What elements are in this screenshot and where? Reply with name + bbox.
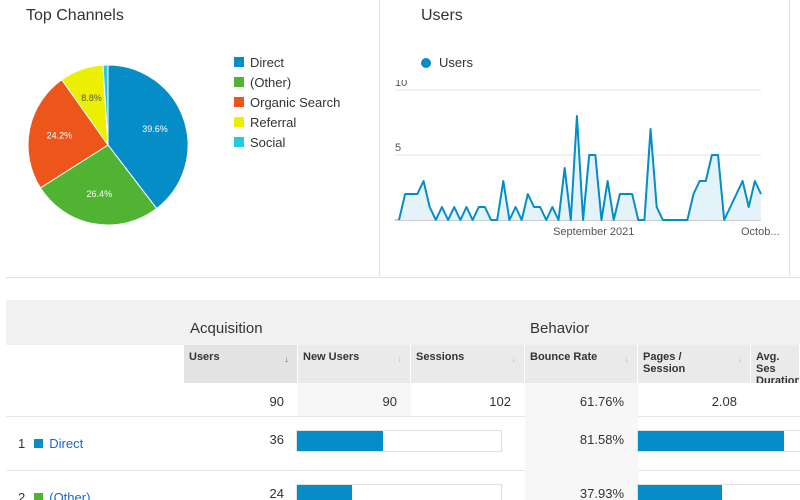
- legend-item-direct[interactable]: Direct: [234, 52, 340, 72]
- row-divider: [6, 470, 800, 471]
- legend-item-referral[interactable]: Referral: [234, 112, 340, 132]
- table-row: 2 (Other): [6, 470, 184, 500]
- channels-pie-chart: 39.6% 26.4% 24.2% 8.8%: [27, 64, 189, 226]
- pie-slice-label: 39.6%: [142, 124, 168, 134]
- legend-label: Organic Search: [250, 94, 341, 110]
- legend-item-social[interactable]: Social: [234, 132, 340, 152]
- pie-slice-label: 8.8%: [81, 93, 102, 103]
- col-header-label: Sessions: [416, 351, 465, 363]
- top-channels-card: Top Channels 39.6% 26.4% 24.2% 8.8% Direct …: [6, 0, 380, 276]
- group-label-acquisition: Acquisition: [190, 320, 263, 337]
- col-header-label: Bounce Rate: [530, 351, 598, 363]
- row-rank: 2: [18, 489, 26, 500]
- pages-session-bar-fill: [638, 431, 784, 451]
- row-divider: [6, 416, 800, 417]
- new-users-bar-fill: [297, 485, 353, 500]
- new-users-bar-fill: [297, 431, 383, 451]
- sort-desc-icon[interactable]: ↓: [284, 354, 290, 364]
- pie-slice-direct[interactable]: [107, 64, 189, 210]
- users-legend-label: Users: [439, 55, 473, 70]
- users-series-line[interactable]: [398, 115, 762, 221]
- total-pages-session: 2.08: [711, 394, 737, 409]
- pie-slice-label: 24.2%: [47, 130, 73, 140]
- line-svg: 5 10 September 2021 Octob...: [395, 77, 780, 238]
- pie-slice-label: 26.4%: [87, 189, 113, 199]
- row-bounce-rate: 81.58%: [525, 416, 638, 470]
- channels-legend: Direct (Other) Organic Search Referral S…: [234, 52, 340, 152]
- legend-label: (Other): [250, 74, 292, 90]
- legend-label: Social: [250, 134, 286, 150]
- col-header-sessions[interactable]: Sessions ↓: [411, 345, 525, 383]
- row-link-other[interactable]: (Other): [49, 489, 91, 500]
- y-tick-label: 5: [395, 142, 401, 154]
- col-header-label: Users: [189, 351, 220, 363]
- pie-slice-social[interactable]: [102, 64, 109, 146]
- total-sessions: 102: [489, 394, 511, 409]
- legend-swatch: [234, 117, 244, 127]
- row-color-swatch: [34, 438, 44, 448]
- pages-session-bar-fill: [638, 485, 723, 500]
- dashboard-top: Top Channels 39.6% 26.4% 24.2% 8.8% Direct …: [6, 0, 790, 276]
- users-legend-dot: [421, 57, 431, 68]
- section-divider: [6, 277, 800, 278]
- users-line-chart: 5 10 September 2021 Octob...: [381, 77, 781, 250]
- pie-svg: 39.6% 26.4% 24.2% 8.8%: [27, 64, 189, 226]
- col-header-label: Pages / Session: [643, 351, 686, 375]
- legend-swatch: [234, 57, 244, 67]
- row-color-swatch: [34, 492, 44, 500]
- pages-session-bar: [637, 430, 800, 452]
- legend-swatch: [234, 137, 244, 147]
- y-tick-label: 10: [395, 80, 407, 89]
- col-header-avg-session-duration[interactable]: Avg. Ses Duration: [751, 345, 800, 383]
- card-title: Users: [421, 7, 463, 24]
- pie-slice-other[interactable]: [39, 144, 158, 226]
- row-users: 36: [269, 432, 284, 447]
- legend-label: Direct: [250, 54, 284, 70]
- col-header-label: New Users: [303, 351, 360, 363]
- channels-table: Acquisition Behavior Users ↓ New Users ↓…: [6, 300, 800, 500]
- pie-slice-organic-search[interactable]: [27, 78, 109, 189]
- row-bounce-rate: 37.93%: [525, 470, 638, 500]
- col-header-users[interactable]: Users ↓: [184, 345, 298, 383]
- card-title: Top Channels: [26, 7, 124, 24]
- row-link-direct[interactable]: Direct: [49, 435, 84, 451]
- col-header-bounce-rate[interactable]: Bounce Rate ↓: [525, 345, 638, 383]
- sort-icon[interactable]: ↓: [624, 354, 630, 364]
- legend-item-other[interactable]: (Other): [234, 72, 340, 92]
- row-rank: 1: [18, 435, 26, 451]
- sort-icon[interactable]: ↓: [397, 354, 403, 364]
- pages-session-bar: [637, 484, 800, 500]
- table-group-header: [6, 300, 800, 345]
- group-label-behavior: Behavior: [530, 320, 590, 337]
- legend-item-organic-search[interactable]: Organic Search: [234, 92, 340, 112]
- x-tick-label: September 2021: [553, 226, 634, 238]
- col-header-pages-session[interactable]: Pages / Session ↓: [638, 345, 751, 383]
- col-header-label: Avg. Ses Duration: [756, 351, 800, 383]
- col-header-new-users[interactable]: New Users ↓: [298, 345, 411, 383]
- table-row: 1 Direct: [6, 416, 184, 470]
- new-users-bar: [296, 430, 502, 452]
- total-users: 90: [269, 394, 284, 409]
- legend-swatch: [234, 77, 244, 87]
- legend-swatch: [234, 97, 244, 107]
- x-tick-label: Octob...: [741, 226, 780, 238]
- new-users-bar: [296, 484, 502, 500]
- sort-icon[interactable]: ↓: [511, 354, 517, 364]
- users-card: Users Users 5 10 September 2021 Octob...: [381, 0, 790, 276]
- row-users: 24: [269, 486, 284, 500]
- users-legend[interactable]: Users: [421, 55, 473, 70]
- total-bounce-rate: 61.76%: [525, 383, 638, 416]
- sort-icon[interactable]: ↓: [737, 354, 743, 364]
- legend-label: Referral: [250, 114, 297, 130]
- total-new-users: 90: [298, 383, 411, 416]
